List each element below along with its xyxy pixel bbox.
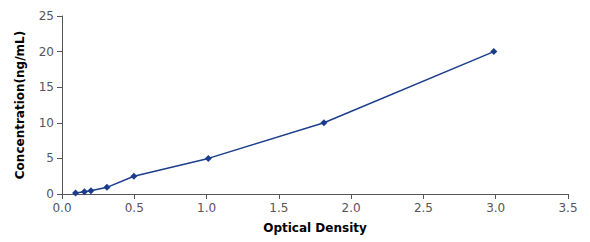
svg-text:0.5: 0.5 xyxy=(125,201,144,215)
svg-text:10: 10 xyxy=(39,116,54,130)
svg-text:20: 20 xyxy=(39,45,54,59)
svg-text:3.5: 3.5 xyxy=(558,201,577,215)
svg-text:0: 0 xyxy=(46,187,54,201)
svg-text:Optical Density: Optical Density xyxy=(263,221,367,235)
svg-text:2.5: 2.5 xyxy=(414,201,433,215)
svg-text:25: 25 xyxy=(39,9,54,23)
svg-text:0.0: 0.0 xyxy=(52,201,71,215)
svg-text:5: 5 xyxy=(46,151,54,165)
svg-text:2.0: 2.0 xyxy=(342,201,361,215)
svg-text:3.0: 3.0 xyxy=(486,201,505,215)
svg-text:1.5: 1.5 xyxy=(269,201,288,215)
svg-text:15: 15 xyxy=(39,80,54,94)
svg-text:Concentration(ng/mL): Concentration(ng/mL) xyxy=(13,31,27,179)
svg-text:1.0: 1.0 xyxy=(197,201,216,215)
